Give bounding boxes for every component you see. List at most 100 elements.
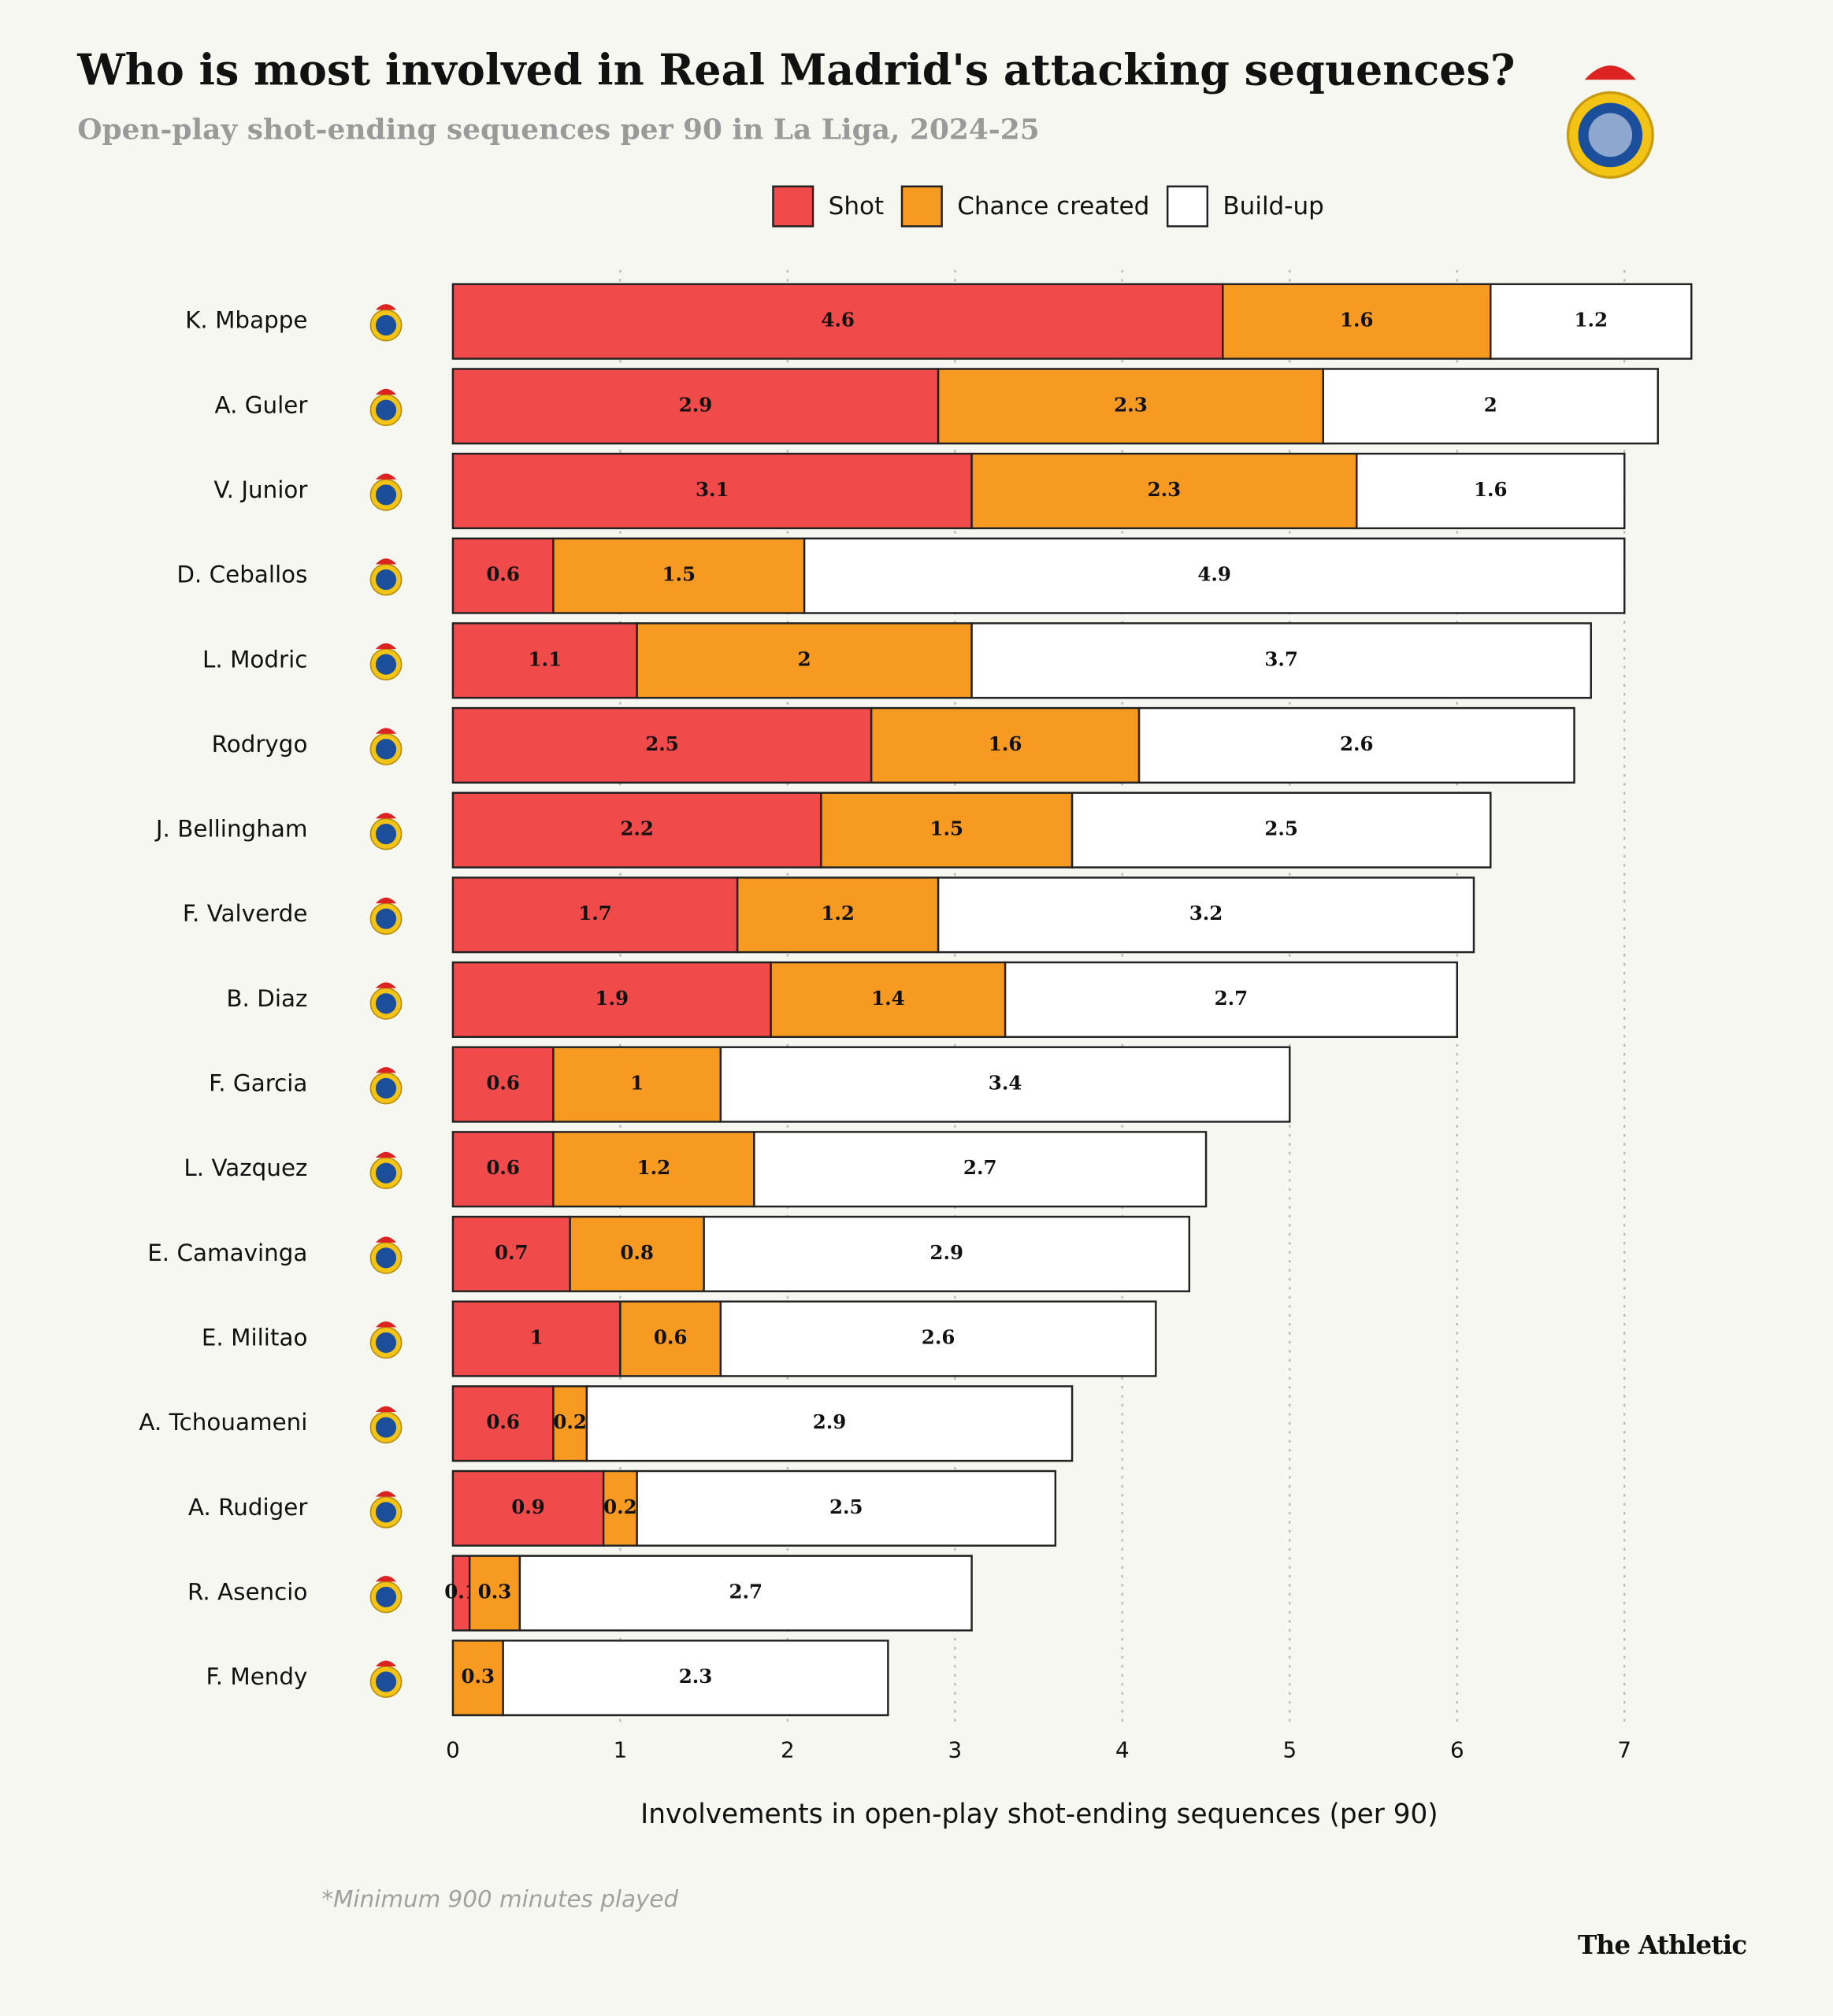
value-label: 0.6	[486, 1156, 520, 1179]
value-label: 1.1	[528, 647, 562, 670]
value-label: 1.7	[578, 902, 612, 925]
crest-crown	[375, 473, 397, 480]
crest-crown	[375, 728, 397, 734]
crest-crown	[375, 1491, 397, 1497]
value-label: 0.6	[486, 1072, 520, 1095]
bar-segment	[518, 1555, 973, 1632]
crest-crown	[375, 1067, 397, 1073]
bar-segment	[803, 537, 1626, 614]
value-label: 2.7	[1215, 987, 1249, 1010]
crest-inner	[375, 823, 397, 845]
bar-segment	[619, 1300, 722, 1377]
crest-inner	[375, 1502, 397, 1523]
value-label: 4.9	[1197, 563, 1231, 586]
row-icon	[369, 1321, 403, 1359]
y-tick-label: F. Garcia	[209, 1070, 307, 1097]
value-label: 1.4	[871, 987, 905, 1010]
value-label: 3.1	[696, 478, 729, 501]
legend-label: Chance created	[957, 192, 1149, 220]
bar-segment	[552, 537, 806, 614]
y-tick-label: J. Bellingham	[154, 816, 308, 843]
value-label: 1.6	[1340, 309, 1374, 332]
crest-inner	[375, 1247, 397, 1269]
row-icon	[369, 1491, 403, 1529]
row-icon	[369, 304, 403, 342]
value-label: 1.2	[1574, 309, 1608, 332]
bar-segment	[719, 1046, 1291, 1123]
crest-crown	[375, 1660, 397, 1666]
bar-segment	[1070, 791, 1492, 869]
value-label: 1.9	[595, 987, 629, 1010]
y-tick-label: D. Ceballos	[176, 561, 307, 588]
bar-segment	[569, 1215, 705, 1292]
bar-segment	[552, 1046, 722, 1123]
bar-segment	[552, 1131, 755, 1208]
crest-inner	[375, 484, 397, 506]
crest-inner	[375, 315, 397, 336]
source: The Athletic	[1578, 1929, 1746, 1960]
value-label: 2.3	[1148, 478, 1182, 501]
y-tick-label: Rodrygo	[212, 731, 308, 758]
bar-segment	[468, 1555, 521, 1632]
y-tick-label: F. Valverde	[183, 900, 308, 927]
crest-inner	[375, 1586, 397, 1607]
value-label: 1	[530, 1326, 544, 1349]
y-tick-label: K. Mbappe	[185, 307, 307, 334]
y-tick-label: B. Diaz	[226, 985, 307, 1012]
x-tick-label: 0	[446, 1737, 460, 1763]
bar-segment	[736, 876, 940, 954]
value-label: 2.9	[929, 1241, 963, 1264]
crest-crown	[375, 1575, 397, 1582]
row-icon	[369, 897, 403, 936]
bar-segment	[1490, 283, 1693, 360]
x-tick-label: 5	[1282, 1737, 1297, 1763]
value-label: 0.6	[486, 1410, 520, 1433]
bar-segment	[451, 1046, 555, 1123]
footnote: *Minimum 900 minutes played	[321, 1886, 678, 1913]
row-icon	[369, 813, 403, 850]
value-label: 2.5	[1264, 817, 1298, 840]
value-label: 3.4	[989, 1072, 1022, 1095]
bar-segment	[451, 876, 739, 954]
crest-crown	[375, 1406, 397, 1413]
bar-segment	[451, 368, 940, 445]
y-tick-label: L. Vazquez	[184, 1154, 307, 1181]
value-label: 0.3	[478, 1581, 512, 1603]
crest-crown	[375, 897, 397, 904]
x-axis-label: Involvements in open-play shot-ending se…	[640, 1799, 1438, 1830]
x-tick-label: 7	[1617, 1737, 1631, 1763]
value-label: 2.9	[813, 1410, 847, 1433]
row-icon	[369, 1236, 403, 1274]
value-label: 2.7	[963, 1156, 997, 1179]
value-label: 0.8	[620, 1241, 654, 1264]
y-tick-label: R. Asencio	[187, 1579, 307, 1606]
crest-crown	[375, 304, 397, 310]
value-label: 0.2	[553, 1410, 587, 1433]
row-icon	[369, 388, 403, 427]
value-label: 2.2	[620, 817, 654, 840]
chart-title: Who is most involved in Real Madrid's at…	[76, 45, 1515, 95]
legend-swatch	[1166, 185, 1209, 228]
crest-crown	[375, 643, 397, 650]
bar-segment	[451, 452, 973, 530]
y-tick-label: F. Mendy	[206, 1663, 308, 1690]
crest-inner	[375, 993, 397, 1014]
bar-segment	[1004, 961, 1458, 1038]
value-label: 0.6	[486, 563, 520, 586]
bar-segment	[870, 706, 1141, 784]
bar-segment	[719, 1300, 1157, 1377]
value-label: 1.5	[662, 563, 696, 586]
row-icon	[369, 643, 403, 681]
bar-segment	[937, 368, 1325, 445]
crest-inner	[375, 908, 397, 929]
value-label: 2	[798, 647, 811, 670]
value-label: 0.2	[603, 1495, 637, 1518]
value-label: 4.6	[821, 309, 855, 332]
crest-crown	[375, 1236, 397, 1243]
value-label: 2.6	[1340, 732, 1374, 755]
x-tick-label: 2	[781, 1737, 795, 1763]
row-icon	[369, 728, 403, 765]
value-label: 0.9	[511, 1495, 545, 1518]
bar-segment	[970, 622, 1592, 699]
